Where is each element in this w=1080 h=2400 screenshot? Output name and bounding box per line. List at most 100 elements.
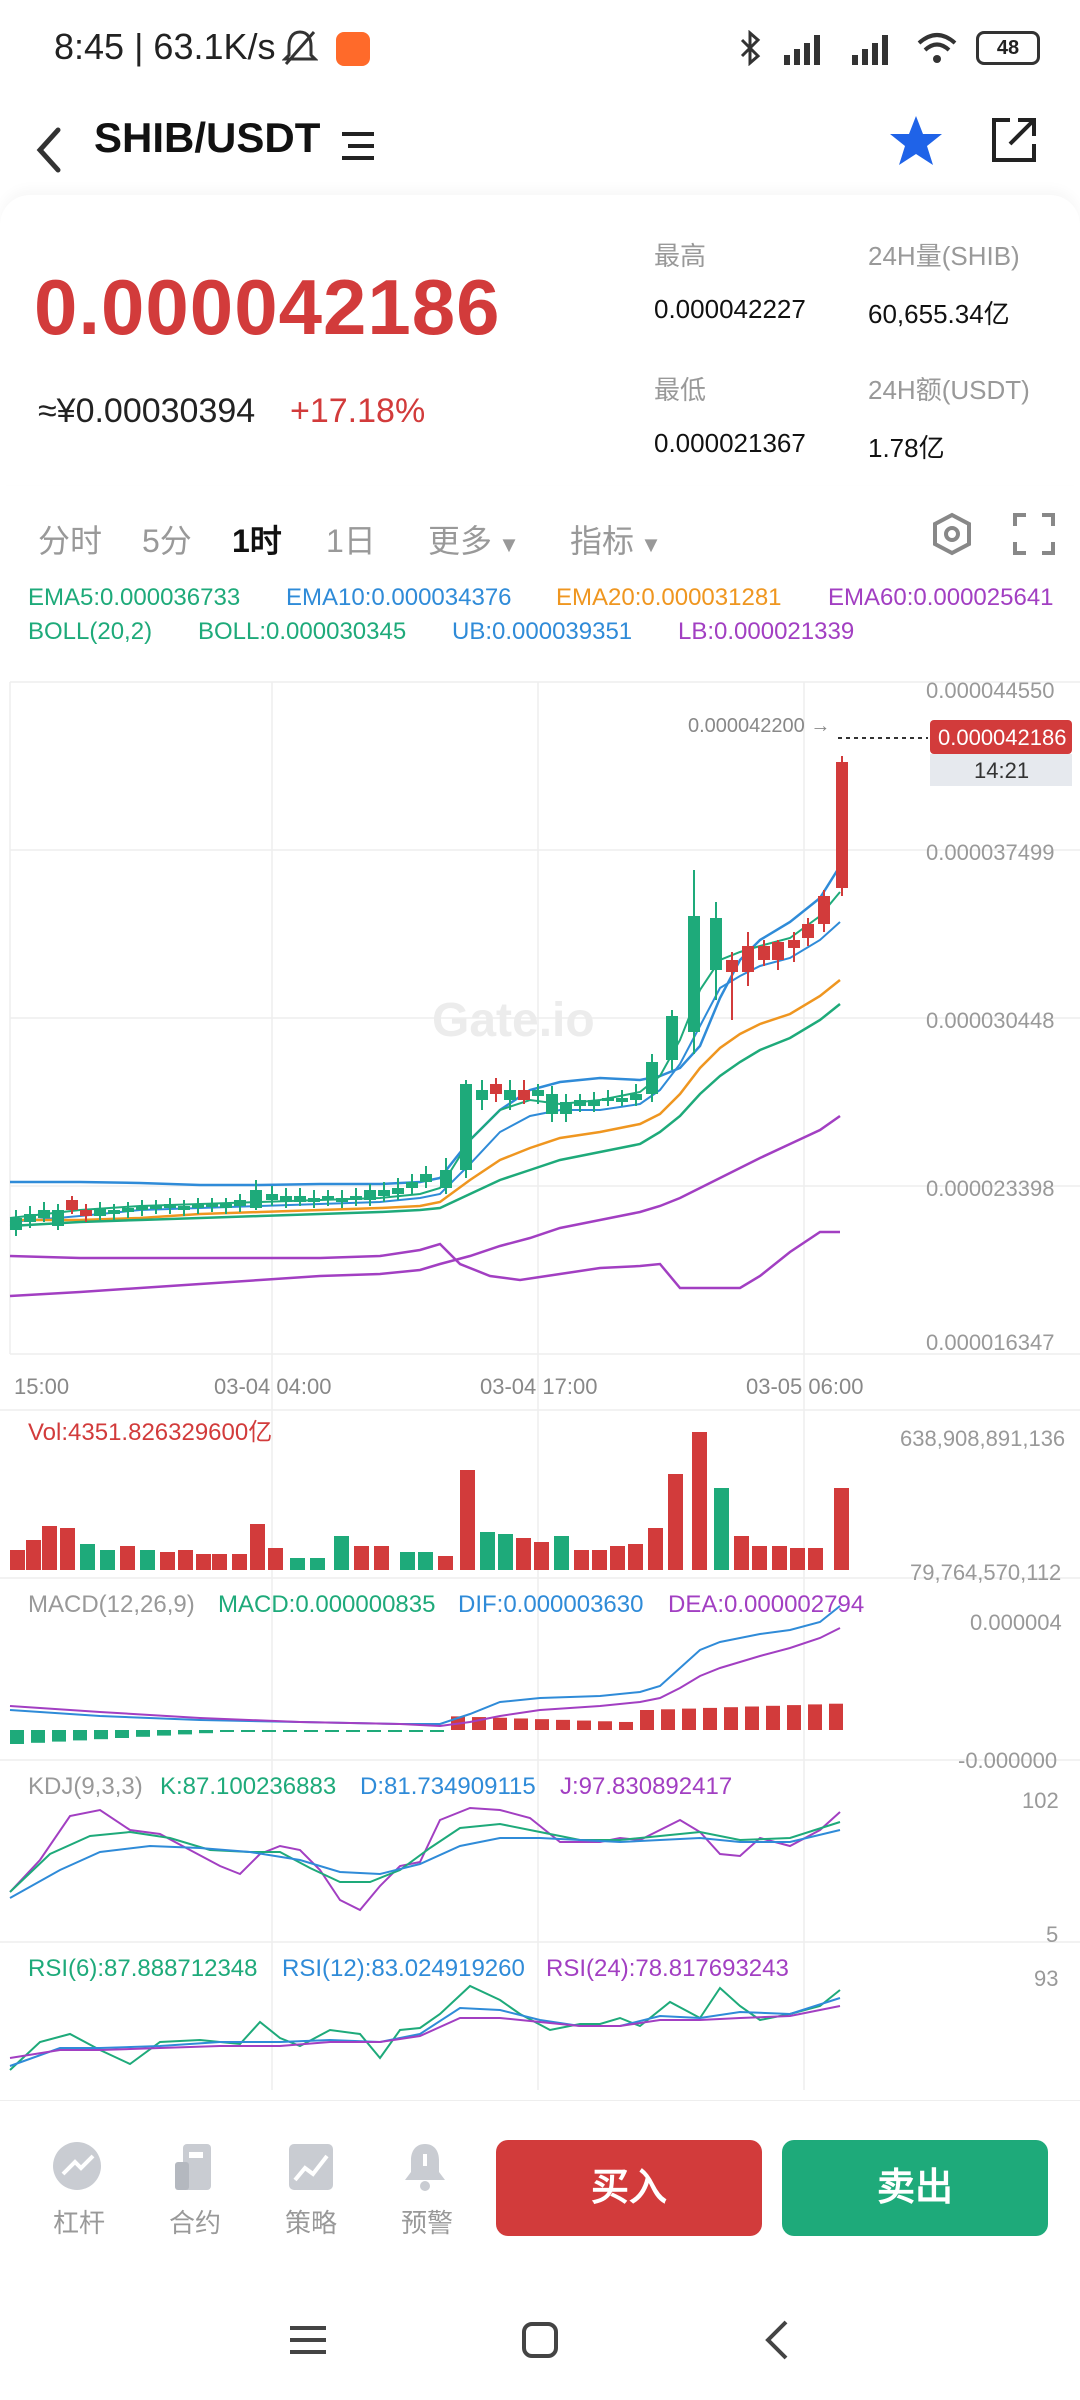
macd-bar [598,1721,612,1730]
ema60-value: EMA60:0.000025641 [828,584,1054,611]
candle [758,946,770,960]
tab-more[interactable]: 更多 ▼ [428,516,520,562]
macd-bar [388,1730,402,1732]
settings-hexagon-icon[interactable] [930,512,974,556]
candle [280,1196,292,1202]
kdj-d: D:81.734909115 [360,1773,536,1800]
candle [742,946,754,972]
boll-mid-line [9,1003,841,1228]
lb-value: LB:0.000021339 [678,618,855,645]
ub-value: UB:0.000039351 [452,618,633,645]
tab-5min[interactable]: 5分 [142,523,192,559]
vol-label: 24H量(SHIB) [868,241,1020,271]
volume-bar [250,1524,265,1570]
lb-line [9,1230,840,1290]
back-icon[interactable] [30,120,70,180]
volume-bar [516,1538,531,1570]
header: SHIB/USDT [0,100,1080,200]
back-nav-icon[interactable] [756,2318,800,2362]
favorite-star-icon[interactable] [886,112,946,172]
menu-icon[interactable] [340,128,376,168]
candle [108,1210,120,1214]
candle [666,1016,678,1060]
macd-bar [703,1707,717,1730]
last-price: 0.000042186 [34,263,501,351]
battery-icon: 48 [976,31,1040,65]
futures-label: 合约 [168,2208,221,2238]
kdj-k-line [9,1821,841,1893]
candle [80,1210,92,1216]
volume-bar [160,1552,175,1570]
fullscreen-icon[interactable] [1012,512,1056,556]
tab-timeshare[interactable]: 分时 [38,523,103,559]
candle [220,1204,232,1208]
candle [616,1098,628,1102]
candle [546,1094,558,1114]
volume-bar [120,1546,135,1570]
y-tick-5: 0.000016347 [926,1330,1054,1355]
pair-title[interactable]: SHIB/USDT [94,114,321,161]
x-tick-3: 03-04 17:00 [480,1374,597,1399]
candle [52,1210,64,1226]
candle [688,916,700,1032]
alert-item[interactable]: 预警 [382,2140,472,2240]
candle [206,1204,218,1207]
y-tick-1: 0.000044550 [926,678,1054,703]
tab-indicators[interactable]: 指标 ▼ [570,516,662,562]
buy-button[interactable]: 买入 [496,2140,762,2236]
sell-button[interactable]: 卖出 [782,2140,1048,2236]
candle [788,940,800,948]
macd-bar [493,1717,507,1730]
candle [336,1198,348,1202]
high-label: 最高 [654,241,707,271]
tab-indicators-label: 指标 [570,523,635,559]
kdj-j: J:97.830892417 [560,1773,732,1800]
macd-histogram [10,1703,843,1744]
share-icon[interactable] [984,110,1044,170]
system-nav-bar [0,2290,1080,2400]
tab-1day[interactable]: 1日 [326,523,376,559]
volume-bar [460,1470,475,1570]
candle [66,1200,78,1210]
wifi-icon [917,33,957,63]
price-panel [0,195,1080,485]
candle [532,1090,544,1096]
home-icon[interactable] [518,2318,562,2362]
futures-item[interactable]: 合约 [150,2140,240,2240]
price-change: +17.18% [290,392,426,430]
volume-bar [534,1542,549,1570]
macd-bar [535,1719,549,1730]
macd-bar [745,1706,759,1730]
volume-bar [354,1546,369,1570]
volume-bar [140,1550,155,1570]
x-tick-2: 03-04 04:00 [214,1374,331,1399]
macd-bar [787,1705,801,1730]
rsi-max: 93 [1034,1966,1058,1991]
recent-apps-icon[interactable] [286,2318,330,2362]
leverage-item[interactable]: 杠杆 [34,2140,124,2240]
chart-area[interactable]: Gate.io 0.000042200 → 0.000042186 14:21 … [0,670,1080,2110]
tab-1hour[interactable]: 1时 [232,523,282,559]
low-label: 最低 [654,375,707,405]
kdj-j-line [9,1806,841,1912]
candle [602,1098,614,1101]
strategy-item[interactable]: 策略 [266,2140,356,2240]
amt-label: 24H额(USDT) [868,375,1030,405]
volume-bar [178,1550,193,1570]
amt-value: 1.78亿 [868,433,945,463]
leverage-label: 杠杆 [52,2208,105,2238]
x-tick-4: 03-05 06:00 [746,1374,863,1399]
volume-bar [668,1474,683,1570]
price-tag: 0.000042186 [938,725,1066,750]
macd-bar [619,1721,633,1730]
futures-icon [175,2144,211,2190]
candle [476,1090,488,1100]
volume-bar [418,1552,433,1570]
dif-line [9,1605,841,1725]
candle [560,1102,572,1114]
macd-bar [220,1730,234,1732]
high-marker: 0.000042200 → [688,715,830,737]
kdj-k: K:87.100236883 [160,1773,336,1800]
rsi24: RSI(24):78.817693243 [546,1955,789,1982]
ema10-value: EMA10:0.000034376 [286,584,512,611]
